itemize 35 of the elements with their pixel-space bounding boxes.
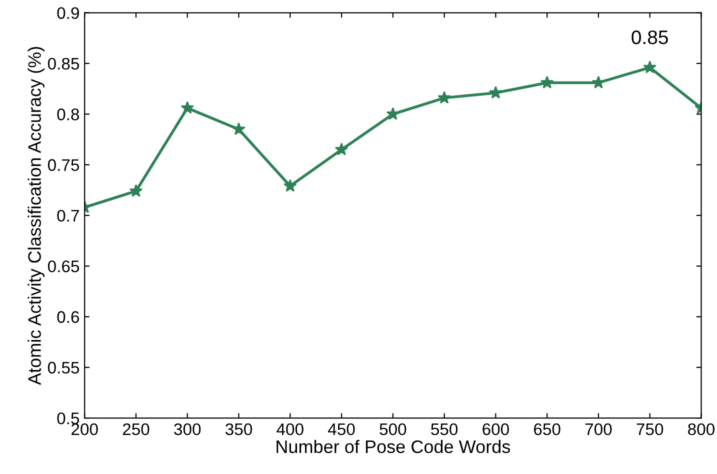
point — [334, 142, 348, 156]
x-tick-label: 600 — [482, 423, 509, 436]
point — [284, 179, 297, 192]
y-tick-label: 0.9 — [57, 7, 79, 19]
point — [643, 60, 656, 74]
y-tick-label: 0.8 — [57, 108, 80, 120]
x-tick-label: 800 — [688, 423, 714, 436]
y-tick-label: 0.55 — [48, 362, 80, 374]
y-tick-label: 0.6 — [57, 311, 80, 323]
x-tick-label: 250 — [122, 423, 150, 436]
x-tick-label: 750 — [636, 423, 664, 436]
x-tick-label: 500 — [380, 423, 406, 436]
point — [540, 76, 554, 88]
y-tick-label: 0.7 — [57, 210, 79, 222]
y-axis-title: Atomic Activity Classification Accuracy (%) — [28, 46, 45, 385]
point — [180, 101, 194, 114]
point — [489, 86, 502, 99]
x-tick-label: 700 — [585, 423, 612, 436]
point — [129, 184, 143, 197]
x-tick-label: 550 — [431, 423, 458, 436]
point — [592, 76, 606, 88]
point — [232, 122, 246, 136]
y-tick-label: 0.85 — [48, 58, 80, 70]
x-tick-label: 350 — [225, 423, 252, 436]
x-tick-label: 200 — [72, 423, 98, 436]
x-tick-label: 400 — [276, 423, 304, 436]
y-tick-label: 0.65 — [48, 260, 80, 272]
x-axis-title: Number of Pose Code Words — [276, 440, 510, 454]
x-tick-label: 650 — [534, 423, 560, 436]
annotation: 0.85 — [632, 30, 668, 44]
x-tick-label: 300 — [174, 423, 201, 436]
point — [438, 90, 451, 104]
y-tick-label: 0.75 — [48, 159, 80, 171]
x-tick-label: 450 — [328, 423, 355, 436]
y-tick-label: 0.5 — [57, 412, 80, 424]
